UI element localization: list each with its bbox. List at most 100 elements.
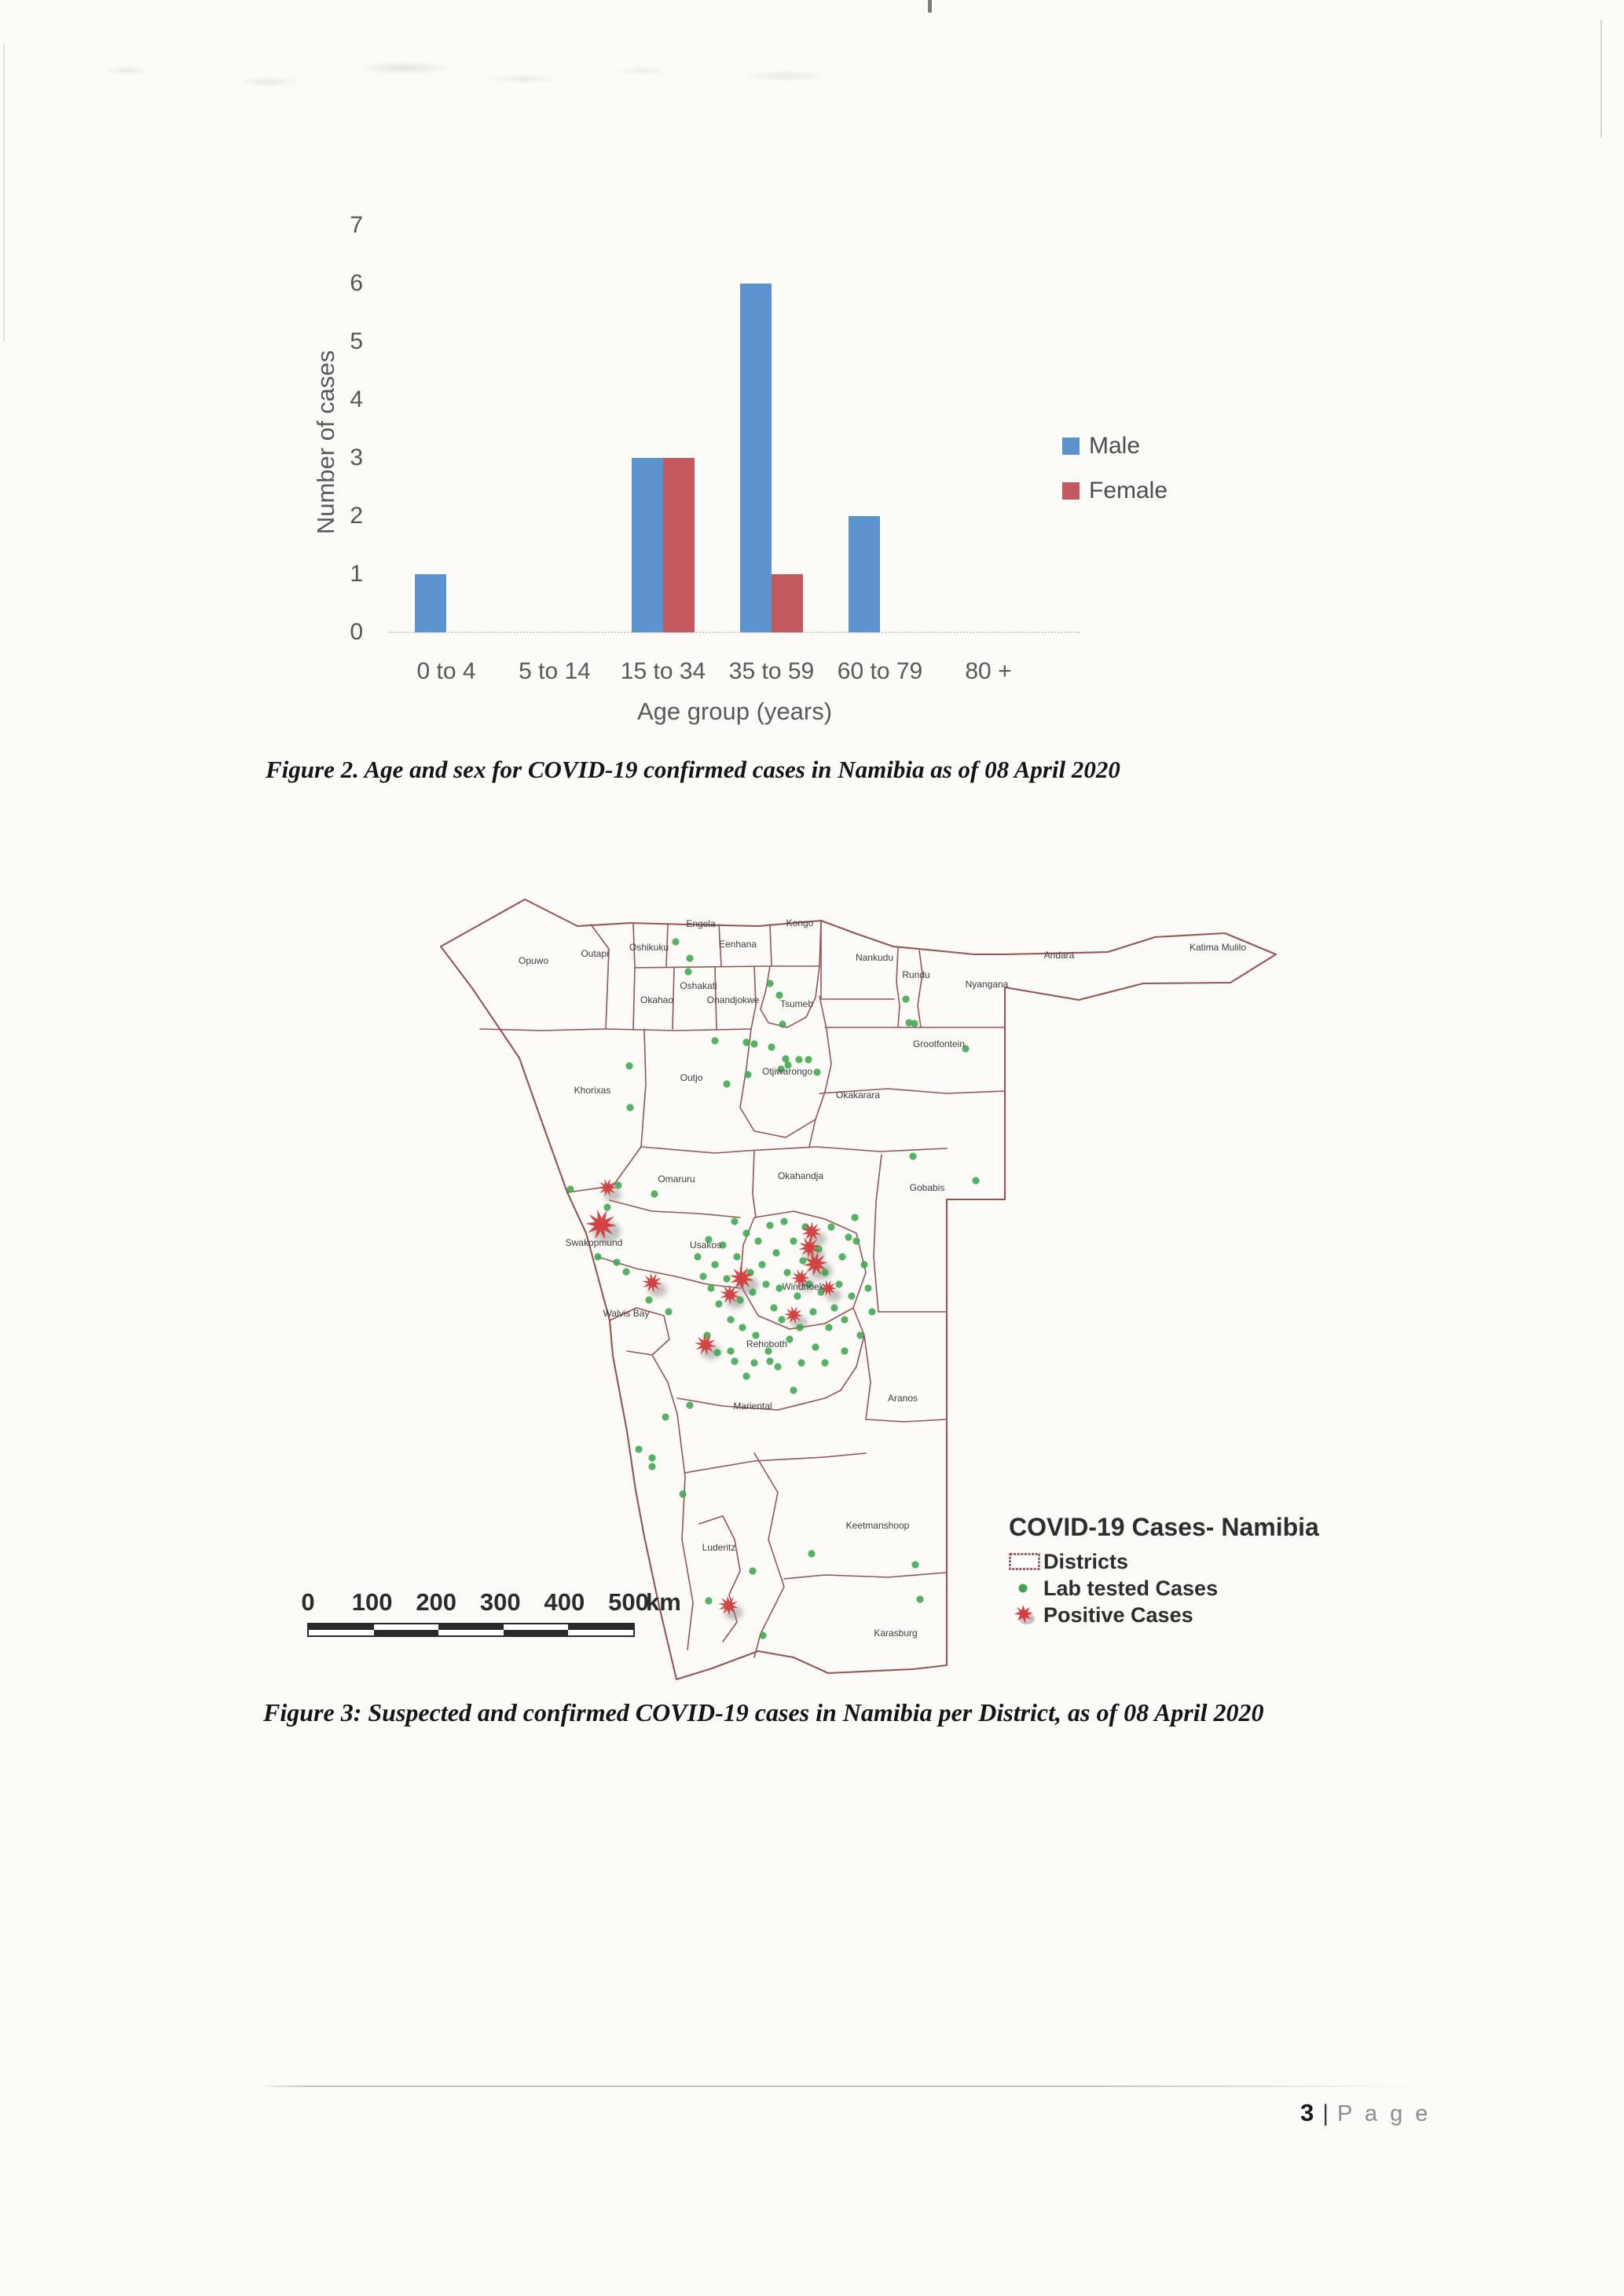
lab-tested-dot [830,1304,838,1312]
lab-tested-dot [727,1347,735,1355]
district-label-opuwo: Opuwo [519,955,548,966]
y-tick-label: 0 [350,619,363,645]
positive-case-star-icon [1009,1603,1043,1627]
lab-tested-dot [782,1055,790,1063]
district-label-rehoboth: Rehoboth [746,1338,787,1349]
lab-tested-dot [684,968,692,976]
district-label-okahandja: Okahandja [778,1170,823,1181]
y-tick-label: 4 [350,386,363,412]
positive-case-star [598,1178,617,1197]
lab-tested-dot [821,1269,829,1276]
scan-edge-artifact-right [1600,20,1602,137]
lab-tested-dot [766,1221,774,1229]
lab-tested-dot [711,1261,719,1269]
scale-tick-label: 400 [544,1588,585,1616]
lab-tested-dot [817,1288,825,1296]
district-label-okakarara: Okakarara [836,1089,880,1100]
lab-tested-dot [744,1071,752,1078]
district-label-grootfontein: Grootfontein [913,1038,965,1049]
scale-bar-segment [438,1630,504,1635]
x-category-label: 5 to 14 [519,658,591,684]
lab-tested-dot [794,1292,801,1300]
lab-tested-dot [916,1595,924,1603]
scale-bar-segment [568,1630,633,1635]
map-legend-item-lab-tested-cases: Lab tested Cases [1009,1575,1339,1602]
lab-tested-dot [783,1269,791,1276]
legend-item-female: Female [1062,478,1168,504]
lab-tested-dot [809,1308,817,1316]
lab-tested-dot [786,1335,794,1343]
lab-tested-dot [594,1253,602,1261]
x-axis-line [389,632,1080,633]
lab-tested-dot [603,1203,611,1211]
legend-item-male: Male [1062,433,1168,460]
district-label-mariental: Mariental [733,1401,772,1412]
lab-tested-dot [796,1324,804,1331]
lab-tested-dot-icon [1009,1580,1043,1597]
lab-tested-dot [845,1233,852,1241]
lab-tested-dot [705,1236,713,1243]
lab-tested-dot [731,1357,739,1365]
lab-tested-dot [775,1284,783,1292]
x-category-label: 35 to 59 [728,658,815,684]
districts-rect-icon [1009,1553,1043,1570]
lab-tested-dot [719,1241,727,1249]
lab-tested-dot [812,1343,819,1351]
map-legend-label: Positive Cases [1043,1602,1193,1627]
lab-tested-dot [707,1284,715,1292]
lab-tested-dot [774,1363,782,1371]
lab-tested-dot [962,1045,970,1053]
lab-tested-dot [566,1185,574,1193]
lab-tested-dot [736,1296,744,1304]
scale-tick-label: 500 [608,1588,649,1616]
lab-tested-dot [651,1190,658,1198]
lab-tested-dot [835,1280,843,1288]
scale-tick-label: 300 [479,1588,521,1616]
lab-tested-dot [622,1268,630,1276]
district-borders [439,898,1278,1681]
lab-tested-dot [759,1631,767,1639]
x-category-label: 60 to 79 [837,658,923,684]
scale-tick-label: 200 [416,1588,457,1616]
map-legend-title: COVID-19 Cases- Namibia [1009,1513,1319,1541]
map-legend-label: Districts [1043,1549,1129,1573]
lab-tested-dot [648,1463,656,1470]
lab-tested-dot [860,1261,868,1269]
scale-bar-segment [503,1630,569,1635]
lab-tested-dot [784,1061,792,1069]
district-label-outjo: Outjo [680,1072,703,1083]
lab-tested-dot [750,1040,758,1048]
positive-case-star [798,1236,820,1258]
district-label-andara: Andara [1044,950,1075,961]
scale-bar-segment [438,1624,504,1630]
district-label-usakos: Usakos [690,1240,721,1251]
lab-tested-dot [699,1273,707,1280]
lab-tested-dot [813,1068,821,1076]
lab-tested-dot [626,1104,634,1111]
map-legend-items: Districts Lab tested Cases Positive Cases [1009,1548,1339,1628]
district-label-windhoek: Windhoek [782,1281,824,1292]
scan-edge-artifact-left [3,43,5,342]
district-label-otjiwarongo: Otjiwarongo [762,1066,812,1077]
lab-tested-dot [805,1056,812,1064]
positive-case-star [729,1265,754,1291]
legend-label: Male [1089,433,1141,459]
map-legend: COVID-19 Cases- Namibia Districts Lab tes… [1009,1513,1339,1628]
district-label-swakopmund: Swakopmund [566,1237,623,1248]
x-category-label: 80 + [965,658,1012,684]
lab-tested-dot [766,980,774,987]
lab-tested-dot [749,1288,757,1296]
lab-tested-dot [790,1386,797,1394]
lab-tested-dot [762,1280,770,1288]
lab-tested-dot [614,1181,622,1189]
lab-tested-dot [778,1316,786,1324]
lab-tested-dot [851,1214,859,1221]
district-label-walvis-bay: Walvis Bay [603,1308,650,1319]
positive-case-stars [585,1178,837,1616]
page-number: 3 [1300,2099,1314,2126]
lab-tested-dot [795,1056,803,1064]
lab-tested-dot [821,1359,829,1367]
